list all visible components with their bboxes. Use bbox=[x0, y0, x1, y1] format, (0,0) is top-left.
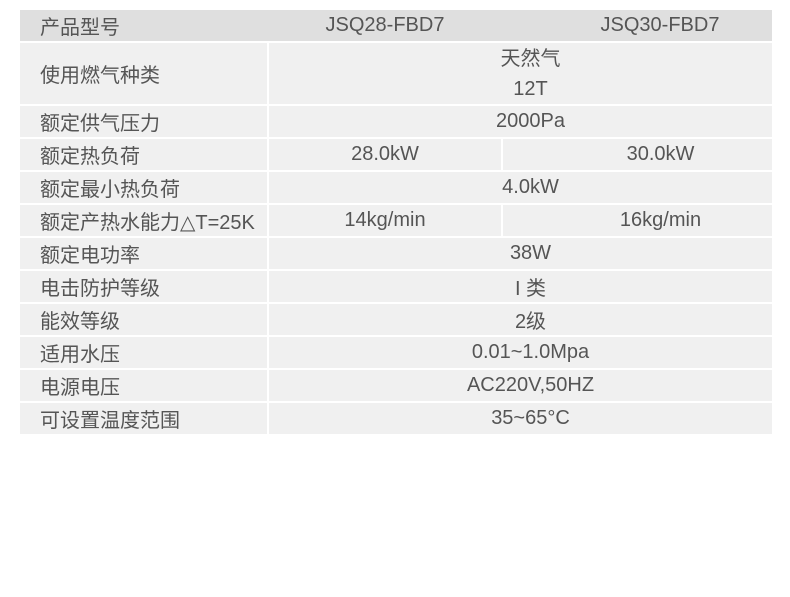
row-gas-type: 使用燃气种类 天然气 12T bbox=[20, 42, 772, 106]
row-energy-efficiency: 能效等级 2级 bbox=[20, 303, 772, 337]
gas-type-line-1: 天然气 bbox=[500, 47, 561, 70]
row-rated-heat-load-value-model1: 28.0kW bbox=[267, 138, 502, 172]
row-gas-type-value: 天然气 12T bbox=[267, 42, 772, 106]
row-water-pressure: 适用水压 0.01~1.0Mpa bbox=[20, 336, 772, 370]
row-gas-type-label: 使用燃气种类 bbox=[20, 42, 268, 106]
row-energy-efficiency-value: 2级 bbox=[267, 303, 772, 337]
row-energy-efficiency-label: 能效等级 bbox=[20, 303, 268, 337]
row-power-voltage-label: 电源电压 bbox=[20, 369, 268, 403]
row-temperature-range-value: 35~65°C bbox=[267, 402, 772, 436]
row-power-voltage: 电源电压 AC220V,50HZ bbox=[20, 369, 772, 403]
header-model-2: JSQ30-FBD7 bbox=[502, 10, 772, 43]
header-product-model-label: 产品型号 bbox=[20, 10, 268, 43]
row-supply-pressure-value: 2000Pa bbox=[267, 105, 772, 139]
row-water-pressure-label: 适用水压 bbox=[20, 336, 268, 370]
row-shock-protection-class-value: I 类 bbox=[267, 270, 772, 304]
row-hot-water-capacity-value-model2: 16kg/min bbox=[501, 204, 772, 238]
row-min-heat-load-label: 额定最小热负荷 bbox=[20, 171, 268, 205]
row-rated-heat-load-label: 额定热负荷 bbox=[20, 138, 268, 172]
row-supply-pressure-label: 额定供气压力 bbox=[20, 105, 268, 139]
row-min-heat-load-value: 4.0kW bbox=[267, 171, 772, 205]
row-water-pressure-value: 0.01~1.0Mpa bbox=[267, 336, 772, 370]
row-power-voltage-value: AC220V,50HZ bbox=[267, 369, 772, 403]
spec-header-row: 产品型号 JSQ28-FBD7 JSQ30-FBD7 bbox=[20, 10, 772, 43]
row-temperature-range: 可设置温度范围 35~65°C bbox=[20, 402, 772, 436]
row-shock-protection-class: 电击防护等级 I 类 bbox=[20, 270, 772, 304]
row-min-heat-load: 额定最小热负荷 4.0kW bbox=[20, 171, 772, 205]
row-rated-power-value: 38W bbox=[267, 237, 772, 271]
row-hot-water-capacity-label: 额定产热水能力△T=25K bbox=[20, 204, 268, 238]
row-rated-heat-load: 额定热负荷 28.0kW 30.0kW bbox=[20, 138, 772, 172]
row-temperature-range-label: 可设置温度范围 bbox=[20, 402, 268, 436]
row-rated-power-label: 额定电功率 bbox=[20, 237, 268, 271]
row-rated-heat-load-value-model2: 30.0kW bbox=[501, 138, 772, 172]
row-shock-protection-class-label: 电击防护等级 bbox=[20, 270, 268, 304]
row-hot-water-capacity: 额定产热水能力△T=25K 14kg/min 16kg/min bbox=[20, 204, 772, 238]
product-spec-table: 产品型号 JSQ28-FBD7 JSQ30-FBD7 使用燃气种类 天然气 12… bbox=[20, 10, 772, 436]
row-supply-pressure: 额定供气压力 2000Pa bbox=[20, 105, 772, 139]
header-model-1: JSQ28-FBD7 bbox=[268, 10, 502, 43]
row-rated-power: 额定电功率 38W bbox=[20, 237, 772, 271]
row-hot-water-capacity-value-model1: 14kg/min bbox=[267, 204, 502, 238]
gas-type-line-2: 12T bbox=[513, 77, 548, 100]
